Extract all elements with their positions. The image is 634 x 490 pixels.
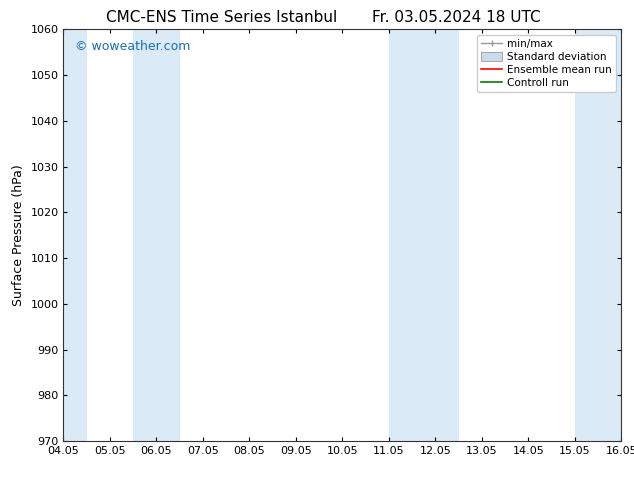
Text: Fr. 03.05.2024 18 UTC: Fr. 03.05.2024 18 UTC	[372, 10, 541, 25]
Legend: min/max, Standard deviation, Ensemble mean run, Controll run: min/max, Standard deviation, Ensemble me…	[477, 35, 616, 92]
Bar	[575, 29, 621, 441]
Text: © woweather.com: © woweather.com	[75, 40, 190, 53]
Text: CMC-ENS Time Series Istanbul: CMC-ENS Time Series Istanbul	[107, 10, 337, 25]
Bar	[133, 29, 179, 441]
Bar	[389, 29, 458, 441]
Y-axis label: Surface Pressure (hPa): Surface Pressure (hPa)	[12, 164, 25, 306]
Bar	[63, 29, 87, 441]
